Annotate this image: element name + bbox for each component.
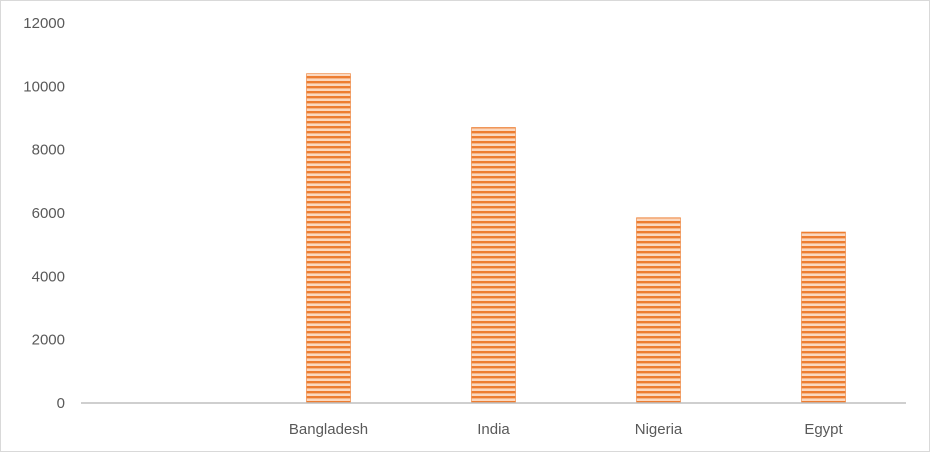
y-tick-label: 0 <box>57 395 65 412</box>
y-tick-label: 6000 <box>32 205 65 222</box>
y-tick-label: 8000 <box>32 142 65 159</box>
x-tick-label: Bangladesh <box>289 421 368 438</box>
x-axis-labels: Bangladesh India Nigeria Egypt <box>289 421 844 438</box>
y-tick-label: 10000 <box>23 78 65 95</box>
bar <box>801 231 846 404</box>
x-tick-label: Nigeria <box>635 421 683 438</box>
bar <box>636 217 681 404</box>
y-tick-label: 2000 <box>32 332 65 349</box>
x-tick-label: India <box>477 421 510 438</box>
y-tick-label: 12000 <box>23 15 65 32</box>
bar <box>306 73 351 404</box>
x-tick-label: Egypt <box>804 421 843 438</box>
y-axis-ticks: 0 2000 4000 6000 8000 10000 12000 <box>23 15 65 412</box>
y-tick-label: 4000 <box>32 268 65 285</box>
bar <box>471 127 516 404</box>
bars <box>306 73 846 404</box>
